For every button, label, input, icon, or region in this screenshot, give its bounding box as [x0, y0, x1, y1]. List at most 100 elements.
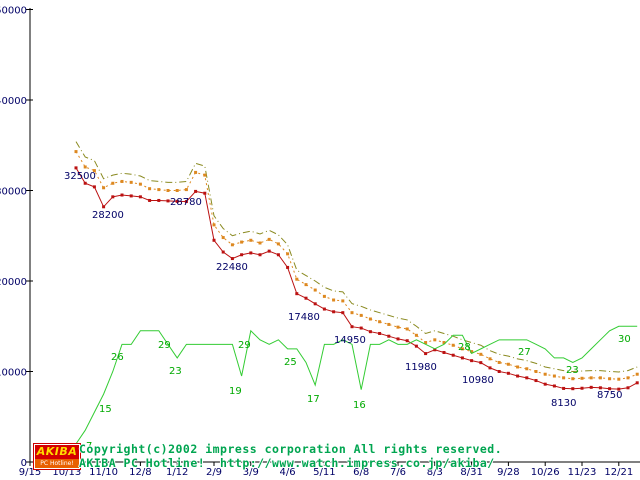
- marker-average-price: [479, 352, 483, 356]
- x-tick-label: 8/31: [460, 467, 482, 478]
- marker-average-price: [83, 165, 87, 169]
- series-shop-count: [57, 325, 638, 463]
- count-label: 23: [169, 366, 182, 377]
- marker-average-price: [396, 325, 400, 329]
- marker-average-price: [212, 223, 216, 227]
- marker-lowest-price: [148, 198, 152, 202]
- price-label: 14950: [334, 335, 366, 346]
- marker-average-price: [258, 241, 262, 245]
- y-tick-label: 30000: [0, 187, 27, 198]
- marker-lowest-price: [83, 181, 87, 185]
- marker-average-price: [341, 299, 345, 303]
- y-tick-label: 0: [21, 458, 27, 469]
- marker-lowest-price: [414, 344, 418, 348]
- price-label: 10980: [462, 375, 494, 386]
- marker-lowest-price: [571, 387, 575, 391]
- marker-average-price: [111, 181, 115, 185]
- marker-lowest-price: [378, 331, 382, 335]
- marker-lowest-price: [157, 198, 161, 202]
- marker-average-price: [635, 372, 639, 376]
- marker-average-price: [460, 347, 464, 351]
- x-tick-label: 9/28: [497, 467, 519, 478]
- marker-lowest-price: [120, 193, 124, 197]
- marker-lowest-price: [221, 250, 225, 254]
- marker-lowest-price: [74, 166, 78, 170]
- marker-lowest-price: [166, 199, 170, 203]
- marker-lowest-price: [138, 195, 142, 199]
- price-label: 8130: [551, 398, 576, 409]
- marker-average-price: [230, 243, 234, 247]
- price-label: 11980: [405, 362, 437, 373]
- marker-lowest-price: [617, 387, 621, 391]
- marker-average-price: [414, 333, 418, 337]
- x-tick-label: 6/8: [353, 467, 369, 478]
- series-lowest-price: [75, 167, 638, 390]
- marker-lowest-price: [267, 249, 271, 253]
- x-tick-label: 9/15: [19, 467, 41, 478]
- x-tick-label: 12/21: [604, 467, 633, 478]
- akiba-logo-text: AKIBA: [35, 445, 79, 459]
- marker-average-price: [488, 357, 492, 361]
- marker-average-price: [92, 169, 96, 173]
- count-label: 19: [229, 386, 242, 397]
- x-tick-label: 8/3: [427, 467, 443, 478]
- marker-lowest-price: [497, 370, 501, 373]
- marker-lowest-price: [479, 361, 483, 365]
- marker-lowest-price: [129, 194, 133, 198]
- marker-average-price: [405, 327, 409, 331]
- marker-average-price: [194, 170, 198, 174]
- marker-average-price: [525, 367, 529, 371]
- marker-lowest-price: [396, 337, 400, 341]
- count-label: 15: [99, 404, 112, 415]
- x-tick-label: 10/13: [52, 467, 81, 478]
- x-tick-label: 3/9: [243, 467, 259, 478]
- marker-average-price: [74, 150, 78, 154]
- marker-lowest-price: [295, 292, 299, 296]
- marker-average-price: [175, 189, 179, 192]
- marker-lowest-price: [286, 265, 290, 269]
- count-label: 29: [238, 340, 251, 351]
- marker-lowest-price: [442, 350, 446, 354]
- marker-average-price: [580, 376, 584, 380]
- pc-hotline-logo-text: PC Hotline!: [35, 459, 79, 468]
- marker-average-price: [304, 283, 308, 287]
- x-tick-label: 7/6: [390, 467, 406, 478]
- marker-average-price: [552, 374, 556, 378]
- marker-average-price: [451, 343, 455, 347]
- marker-average-price: [332, 298, 336, 302]
- marker-lowest-price: [626, 386, 630, 390]
- marker-lowest-price: [304, 296, 308, 300]
- count-label: 7: [86, 441, 92, 452]
- marker-lowest-price: [203, 191, 207, 195]
- y-tick-label: 40000: [0, 96, 27, 107]
- marker-average-price: [368, 317, 372, 321]
- marker-lowest-price: [608, 387, 612, 391]
- marker-lowest-price: [92, 185, 96, 189]
- price-label: 17480: [288, 312, 320, 323]
- marker-lowest-price: [194, 189, 198, 193]
- marker-lowest-price: [405, 339, 409, 343]
- marker-average-price: [442, 341, 446, 345]
- x-tick-label: 12/8: [129, 467, 151, 478]
- marker-average-price: [534, 370, 538, 373]
- marker-lowest-price: [516, 374, 520, 378]
- marker-average-price: [378, 320, 382, 324]
- marker-average-price: [184, 188, 188, 192]
- marker-lowest-price: [562, 386, 566, 390]
- marker-average-price: [359, 313, 363, 317]
- marker-average-price: [433, 338, 437, 342]
- marker-average-price: [240, 240, 244, 244]
- marker-lowest-price: [359, 326, 363, 330]
- marker-lowest-price: [534, 379, 538, 383]
- x-tick-label: 5/11: [313, 467, 335, 478]
- marker-average-price: [129, 180, 133, 184]
- marker-lowest-price: [184, 200, 188, 204]
- marker-average-price: [506, 362, 510, 366]
- count-label: 23: [566, 365, 579, 376]
- marker-lowest-price: [249, 251, 253, 255]
- marker-lowest-price: [212, 238, 216, 242]
- marker-lowest-price: [460, 356, 464, 360]
- marker-average-price: [571, 377, 575, 381]
- price-label: 8750: [597, 390, 622, 401]
- marker-average-price: [322, 294, 326, 298]
